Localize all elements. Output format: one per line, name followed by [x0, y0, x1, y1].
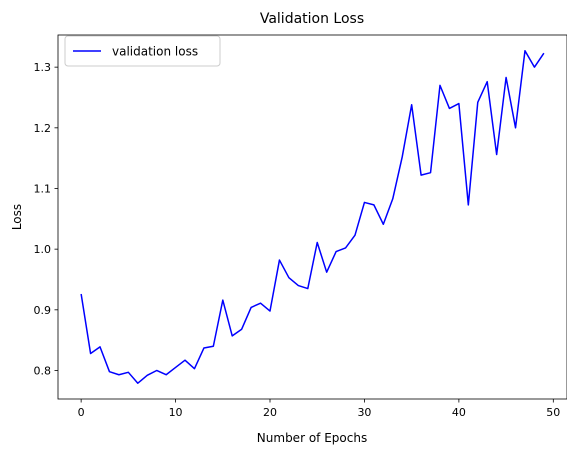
y-tick-label: 1.3 — [34, 61, 52, 74]
x-tick-label: 50 — [546, 406, 560, 419]
series-layer — [80, 50, 545, 384]
y-tick-label: 1.0 — [34, 243, 52, 256]
y-tick-label: 0.8 — [34, 364, 52, 377]
x-tick-label: 20 — [263, 406, 277, 419]
x-axis-label: Number of Epochs — [257, 431, 367, 445]
x-axis-ticks: 0 10 20 30 40 50 — [78, 399, 560, 419]
y-axis-label: Loss — [10, 204, 24, 230]
legend: validation loss — [64, 35, 221, 67]
y-tick-label: 0.9 — [34, 304, 52, 317]
x-tick-label: 0 — [78, 406, 85, 419]
y-tick-label: 1.1 — [34, 182, 52, 195]
legend-label-validation-loss: validation loss — [112, 45, 198, 59]
series-line-validation-loss — [80, 50, 545, 384]
y-axis-ticks: 0.8 0.9 1.0 1.1 1.2 1.3 — [34, 61, 58, 377]
x-tick-label: 30 — [357, 406, 371, 419]
legend-box — [64, 35, 221, 67]
plot-area — [58, 35, 567, 399]
plot-frame — [57, 34, 567, 400]
y-tick-label: 1.2 — [34, 122, 52, 135]
x-tick-label: 10 — [169, 406, 183, 419]
chart-title: Validation Loss — [260, 11, 364, 27]
x-tick-label: 40 — [452, 406, 466, 419]
